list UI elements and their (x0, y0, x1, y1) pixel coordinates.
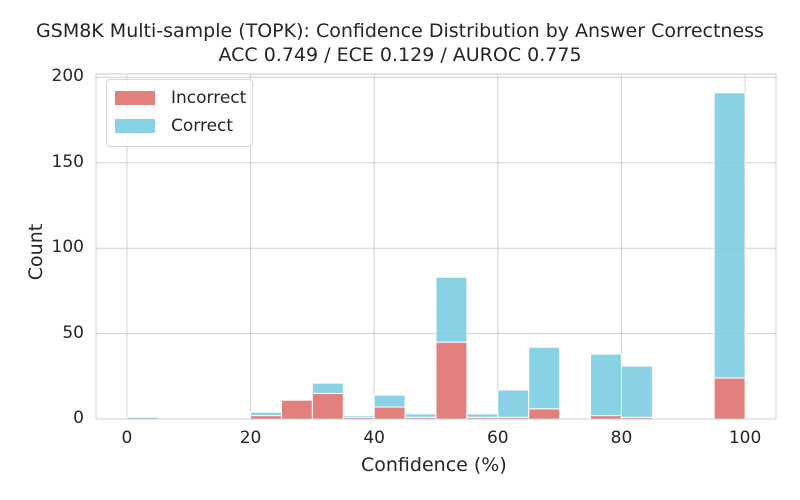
legend-swatch-incorrect (115, 91, 155, 105)
x-tick-label: 60 (486, 428, 509, 448)
bar-incorrect (590, 415, 622, 420)
bar-correct (404, 413, 437, 418)
bar-incorrect (311, 392, 344, 420)
bar-correct (620, 365, 653, 418)
legend-label-incorrect: Incorrect (171, 88, 247, 108)
bar-correct (528, 346, 561, 410)
bar-incorrect (280, 399, 313, 420)
bar-incorrect (435, 341, 468, 420)
x-axis-label: Confidence (%) (361, 454, 507, 476)
bars (126, 92, 746, 420)
y-tick-label: 150 (51, 151, 84, 172)
y-tick-label: 50 (62, 322, 84, 343)
bar-correct (373, 394, 406, 408)
x-tick-label: 20 (239, 428, 262, 448)
legend: Incorrect Correct (106, 79, 253, 147)
bar-correct (311, 382, 344, 394)
bar-correct (342, 415, 375, 418)
x-tick-label: 80 (610, 428, 633, 448)
y-tick-label: 200 (51, 66, 84, 87)
bar-incorrect (713, 377, 746, 420)
bar-correct (713, 92, 746, 379)
bar-incorrect (373, 406, 406, 420)
bar-correct (250, 411, 282, 417)
plot-frame (95, 73, 777, 420)
bar-incorrect (250, 415, 282, 420)
bar-correct (435, 276, 468, 343)
bar-correct (497, 389, 530, 418)
chart-title: GSM8K Multi-sample (TOPK): Confidence Di… (36, 20, 764, 42)
x-tick-label: 100 (728, 428, 762, 448)
bar-correct (466, 413, 499, 418)
legend-item-incorrect: Incorrect (115, 88, 246, 108)
legend-swatch-correct (115, 119, 155, 133)
legend-label-correct: Correct (171, 116, 234, 136)
y-axis-label: Count (25, 223, 48, 281)
chart-subtitle: ACC 0.749 / ECE 0.129 / AUROC 0.775 (218, 44, 582, 66)
bar-incorrect (528, 408, 561, 420)
y-tick-label: 100 (51, 237, 84, 258)
bar-correct (590, 353, 622, 417)
legend-item-correct: Correct (115, 116, 233, 136)
x-tick-label: 0 (121, 428, 133, 448)
y-tick-label: 0 (73, 408, 84, 428)
x-tick-label: 40 (363, 428, 385, 448)
